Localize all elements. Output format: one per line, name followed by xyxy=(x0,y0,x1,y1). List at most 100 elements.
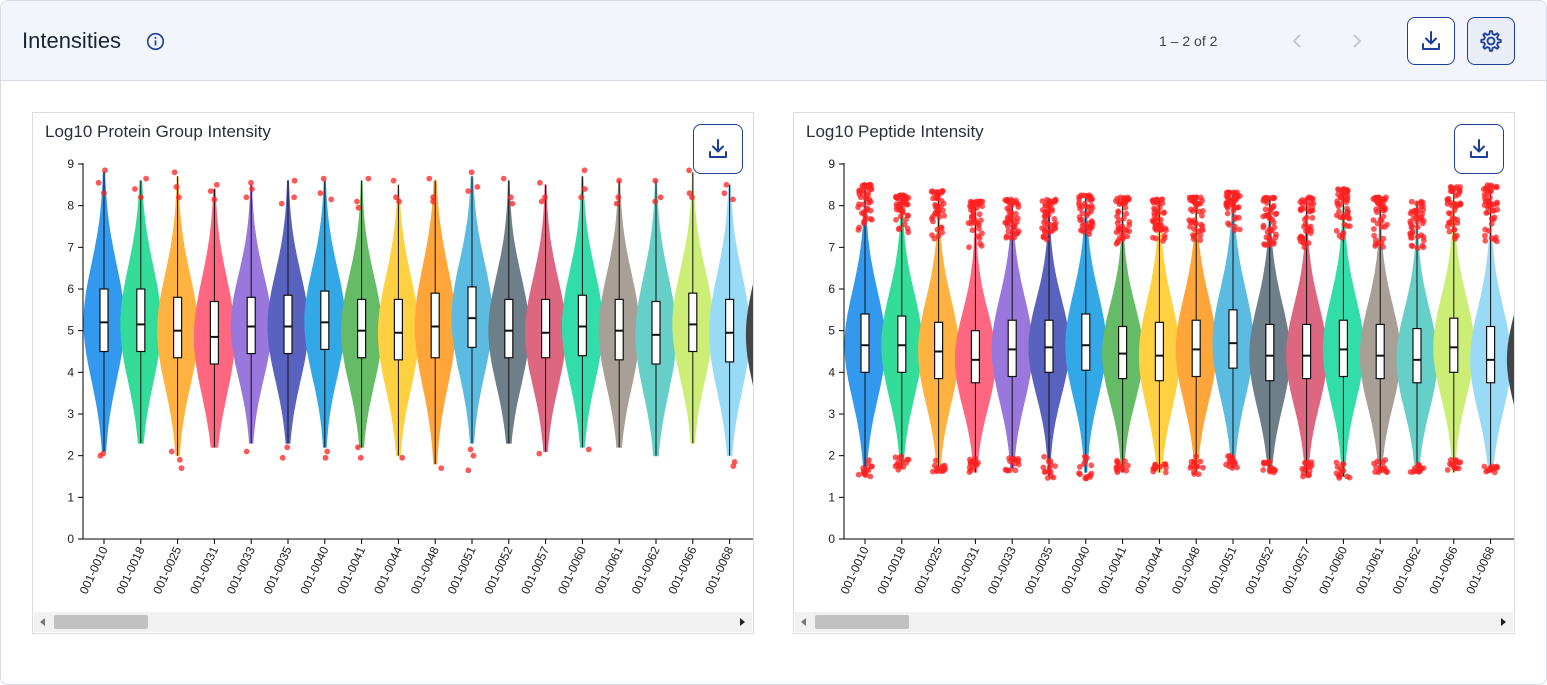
outlier-point xyxy=(1197,200,1204,207)
settings-button[interactable] xyxy=(1467,17,1515,65)
outlier-point xyxy=(1412,207,1418,214)
outlier-point xyxy=(243,448,250,455)
outlier-point xyxy=(904,225,911,232)
outlier-point xyxy=(1457,459,1464,466)
outlier-point xyxy=(328,196,335,203)
outlier-point xyxy=(284,444,291,451)
violin-001-0040 xyxy=(1065,192,1107,482)
outlier-point xyxy=(178,465,185,472)
outlier-point xyxy=(932,457,939,464)
outlier-point xyxy=(1042,209,1048,215)
outlier-point xyxy=(1041,219,1047,226)
outlier-point xyxy=(893,203,900,210)
x-tick-label: 001-0066 xyxy=(1426,544,1460,596)
iqr-box xyxy=(320,290,330,351)
outlier-point xyxy=(1339,187,1346,194)
horizontal-scrollbar[interactable] xyxy=(795,612,1513,632)
chevron-left-icon[interactable] xyxy=(1287,31,1307,51)
outlier-point xyxy=(467,446,474,453)
outlier-point xyxy=(396,198,402,205)
outlier-point xyxy=(1272,211,1279,218)
outlier-point xyxy=(537,179,543,186)
outlier-point xyxy=(860,201,867,208)
x-tick-label: 001-0060 xyxy=(1316,544,1350,596)
outlier-point xyxy=(1236,226,1243,233)
outlier-point xyxy=(509,200,516,207)
scroll-right-arrow[interactable] xyxy=(1501,618,1506,626)
outlier-point xyxy=(1079,210,1086,216)
outlier-point xyxy=(1301,223,1307,230)
outlier-point xyxy=(1308,200,1314,207)
y-tick-label: 7 xyxy=(67,240,74,254)
scrollbar-thumb[interactable] xyxy=(815,615,909,629)
outlier-point xyxy=(1384,469,1390,476)
outlier-point xyxy=(1052,463,1058,469)
y-tick-label: 6 xyxy=(828,282,835,296)
outlier-point xyxy=(1190,233,1197,240)
outlier-point xyxy=(1340,214,1346,220)
outlier-point xyxy=(868,186,875,193)
outlier-point xyxy=(1456,201,1463,208)
outlier-point xyxy=(1076,470,1082,477)
outlier-point xyxy=(1012,224,1018,230)
outlier-point xyxy=(860,465,867,471)
horizontal-scrollbar[interactable] xyxy=(34,612,752,632)
outlier-point xyxy=(652,198,658,205)
info-icon[interactable] xyxy=(146,32,165,51)
violin-001-0068 xyxy=(1470,182,1512,476)
outlier-point xyxy=(1122,204,1129,211)
scroll-right-arrow[interactable] xyxy=(740,618,745,626)
iqr-box xyxy=(897,315,907,373)
x-tick-label: 001-0018 xyxy=(113,544,147,596)
outlier-point xyxy=(465,467,472,474)
scroll-left-arrow[interactable] xyxy=(40,618,45,626)
outlier-point xyxy=(1052,196,1059,203)
outlier-point xyxy=(1123,227,1130,234)
outlier-point xyxy=(1157,463,1164,470)
outlier-point xyxy=(1268,195,1275,201)
scroll-left-arrow[interactable] xyxy=(801,618,806,626)
outlier-point xyxy=(898,453,905,460)
outlier-point xyxy=(1308,459,1315,465)
y-tick-label: 5 xyxy=(828,324,835,338)
outlier-point xyxy=(1119,463,1126,470)
violin-001-0057 xyxy=(525,179,567,457)
violin-001-0048 xyxy=(1175,194,1217,478)
outlier-point xyxy=(1373,464,1380,471)
outlier-point xyxy=(1374,198,1380,205)
chart-download-button[interactable] xyxy=(1454,124,1504,174)
outlier-point xyxy=(1008,217,1014,223)
outlier-point xyxy=(893,193,899,200)
chevron-right-icon[interactable] xyxy=(1347,31,1367,51)
outlier-point xyxy=(869,463,875,470)
outlier-point xyxy=(686,190,693,197)
x-tick-label: 001-0035 xyxy=(261,544,295,596)
iqr-box xyxy=(1044,319,1054,373)
outlier-point xyxy=(1046,199,1053,205)
outlier-point xyxy=(1379,196,1385,203)
chart-download-button[interactable] xyxy=(693,124,743,174)
outlier-point xyxy=(1191,458,1198,465)
x-tick-label: 001-0068 xyxy=(702,544,736,596)
violin-001-0057 xyxy=(1286,194,1328,480)
outlier-point xyxy=(686,167,692,174)
download-icon xyxy=(1422,31,1440,50)
x-tick-label: 001-0051 xyxy=(445,544,479,596)
scrollbar-thumb[interactable] xyxy=(54,615,148,629)
violin-001-0040 xyxy=(304,175,346,461)
outlier-point xyxy=(1272,234,1279,241)
outlier-point xyxy=(934,465,940,472)
violin-001-0061 xyxy=(598,177,640,448)
y-tick-label: 3 xyxy=(828,407,835,421)
outlier-point xyxy=(934,193,941,199)
x-tick-label: 001-0062 xyxy=(629,544,663,596)
outlier-point xyxy=(1487,188,1494,195)
iqr-box xyxy=(934,321,944,380)
download-all-button[interactable] xyxy=(1407,17,1455,65)
outlier-point xyxy=(1413,214,1419,220)
y-tick-label: 2 xyxy=(828,449,835,463)
outlier-point xyxy=(1265,459,1271,466)
y-tick-label: 9 xyxy=(828,157,835,171)
page-title: Intensities xyxy=(22,28,122,53)
outlier-point xyxy=(1305,240,1312,246)
